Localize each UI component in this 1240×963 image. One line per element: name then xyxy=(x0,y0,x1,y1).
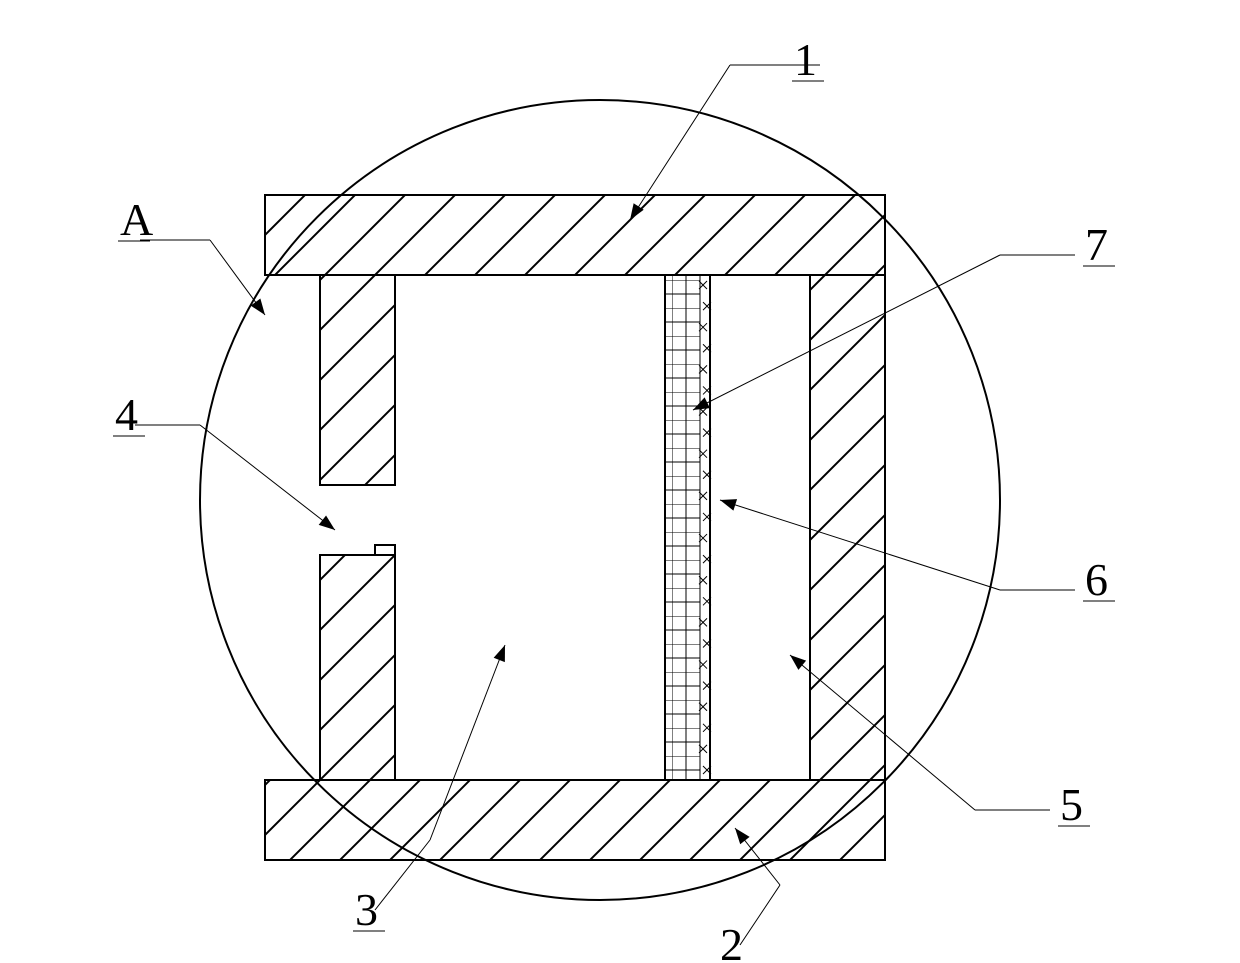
label-A: A xyxy=(120,194,153,245)
label-n5: 5 xyxy=(1060,779,1083,830)
label-n6: 6 xyxy=(1085,554,1108,605)
label-n7: 7 xyxy=(1085,219,1108,270)
label-n4: 4 xyxy=(115,389,138,440)
label-n1: 1 xyxy=(794,34,817,85)
label-n2: 2 xyxy=(720,919,743,963)
label-n3: 3 xyxy=(355,884,378,935)
